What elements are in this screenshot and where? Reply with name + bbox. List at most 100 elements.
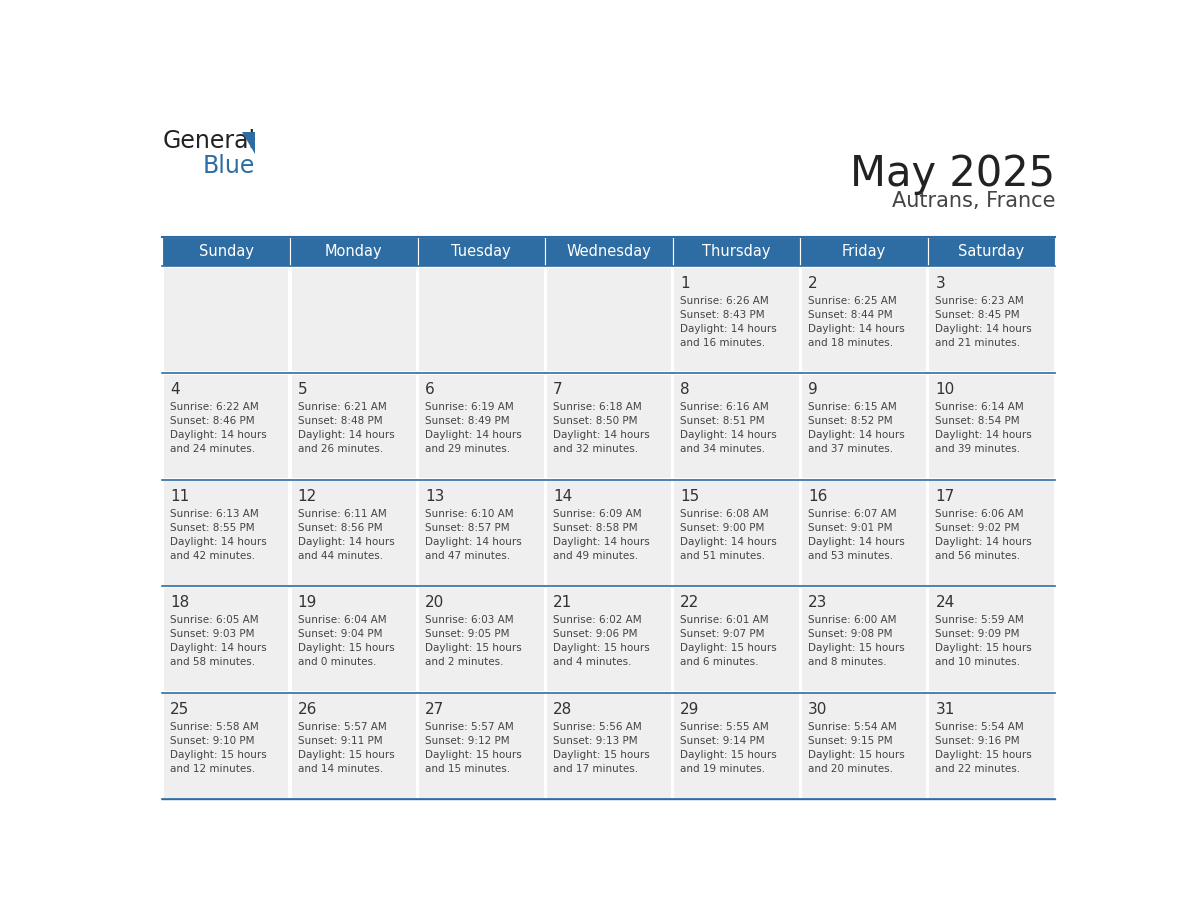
Text: Sunrise: 6:03 AM
Sunset: 9:05 PM
Daylight: 15 hours
and 2 minutes.: Sunrise: 6:03 AM Sunset: 9:05 PM Dayligh… bbox=[425, 615, 522, 667]
Text: 20: 20 bbox=[425, 596, 444, 610]
Bar bbox=[674, 375, 798, 478]
Text: Sunrise: 5:54 AM
Sunset: 9:15 PM
Daylight: 15 hours
and 20 minutes.: Sunrise: 5:54 AM Sunset: 9:15 PM Dayligh… bbox=[808, 722, 905, 774]
Text: 21: 21 bbox=[552, 596, 573, 610]
Text: Blue: Blue bbox=[203, 154, 255, 178]
Bar bbox=[929, 588, 1054, 691]
Text: Sunrise: 6:07 AM
Sunset: 9:01 PM
Daylight: 14 hours
and 53 minutes.: Sunrise: 6:07 AM Sunset: 9:01 PM Dayligh… bbox=[808, 509, 905, 561]
Text: Sunrise: 6:19 AM
Sunset: 8:49 PM
Daylight: 14 hours
and 29 minutes.: Sunrise: 6:19 AM Sunset: 8:49 PM Dayligh… bbox=[425, 402, 522, 454]
Bar bbox=[802, 694, 927, 798]
Bar bbox=[163, 237, 290, 266]
Text: 27: 27 bbox=[425, 702, 444, 717]
Text: 8: 8 bbox=[681, 382, 690, 397]
Text: 3: 3 bbox=[935, 275, 946, 291]
Text: Sunrise: 5:56 AM
Sunset: 9:13 PM
Daylight: 15 hours
and 17 minutes.: Sunrise: 5:56 AM Sunset: 9:13 PM Dayligh… bbox=[552, 722, 650, 774]
Text: 16: 16 bbox=[808, 489, 827, 504]
Text: Sunrise: 6:15 AM
Sunset: 8:52 PM
Daylight: 14 hours
and 37 minutes.: Sunrise: 6:15 AM Sunset: 8:52 PM Dayligh… bbox=[808, 402, 905, 454]
Bar bbox=[164, 268, 289, 372]
Text: Sunrise: 6:04 AM
Sunset: 9:04 PM
Daylight: 15 hours
and 0 minutes.: Sunrise: 6:04 AM Sunset: 9:04 PM Dayligh… bbox=[298, 615, 394, 667]
Text: 14: 14 bbox=[552, 489, 573, 504]
Text: General: General bbox=[163, 129, 255, 153]
Text: 30: 30 bbox=[808, 702, 827, 717]
Text: 18: 18 bbox=[170, 596, 189, 610]
Bar bbox=[419, 268, 544, 372]
Text: Sunrise: 6:25 AM
Sunset: 8:44 PM
Daylight: 14 hours
and 18 minutes.: Sunrise: 6:25 AM Sunset: 8:44 PM Dayligh… bbox=[808, 296, 905, 348]
Text: Tuesday: Tuesday bbox=[451, 244, 511, 260]
Text: Autrans, France: Autrans, France bbox=[892, 191, 1055, 211]
Text: Sunrise: 6:02 AM
Sunset: 9:06 PM
Daylight: 15 hours
and 4 minutes.: Sunrise: 6:02 AM Sunset: 9:06 PM Dayligh… bbox=[552, 615, 650, 667]
Text: 6: 6 bbox=[425, 382, 435, 397]
Bar bbox=[674, 588, 798, 691]
Text: 28: 28 bbox=[552, 702, 573, 717]
Text: Sunrise: 6:08 AM
Sunset: 9:00 PM
Daylight: 14 hours
and 51 minutes.: Sunrise: 6:08 AM Sunset: 9:00 PM Dayligh… bbox=[681, 509, 777, 561]
Bar bbox=[291, 694, 416, 798]
Text: Sunrise: 6:01 AM
Sunset: 9:07 PM
Daylight: 15 hours
and 6 minutes.: Sunrise: 6:01 AM Sunset: 9:07 PM Dayligh… bbox=[681, 615, 777, 667]
Text: 13: 13 bbox=[425, 489, 444, 504]
Text: 25: 25 bbox=[170, 702, 189, 717]
Text: Sunrise: 6:26 AM
Sunset: 8:43 PM
Daylight: 14 hours
and 16 minutes.: Sunrise: 6:26 AM Sunset: 8:43 PM Dayligh… bbox=[681, 296, 777, 348]
Text: 1: 1 bbox=[681, 275, 690, 291]
Bar bbox=[164, 694, 289, 798]
Bar bbox=[802, 375, 927, 478]
Text: Sunrise: 6:22 AM
Sunset: 8:46 PM
Daylight: 14 hours
and 24 minutes.: Sunrise: 6:22 AM Sunset: 8:46 PM Dayligh… bbox=[170, 402, 267, 454]
Text: Monday: Monday bbox=[326, 244, 383, 260]
Text: Sunrise: 5:54 AM
Sunset: 9:16 PM
Daylight: 15 hours
and 22 minutes.: Sunrise: 5:54 AM Sunset: 9:16 PM Dayligh… bbox=[935, 722, 1032, 774]
Text: Sunrise: 6:00 AM
Sunset: 9:08 PM
Daylight: 15 hours
and 8 minutes.: Sunrise: 6:00 AM Sunset: 9:08 PM Dayligh… bbox=[808, 615, 905, 667]
Bar bbox=[164, 481, 289, 585]
Text: Saturday: Saturday bbox=[959, 244, 1024, 260]
Text: Sunrise: 6:10 AM
Sunset: 8:57 PM
Daylight: 14 hours
and 47 minutes.: Sunrise: 6:10 AM Sunset: 8:57 PM Dayligh… bbox=[425, 509, 522, 561]
Text: 2: 2 bbox=[808, 275, 817, 291]
Bar bbox=[290, 237, 417, 266]
Bar bbox=[419, 694, 544, 798]
Bar bbox=[801, 237, 928, 266]
Text: Wednesday: Wednesday bbox=[567, 244, 651, 260]
Text: Sunrise: 6:18 AM
Sunset: 8:50 PM
Daylight: 14 hours
and 32 minutes.: Sunrise: 6:18 AM Sunset: 8:50 PM Dayligh… bbox=[552, 402, 650, 454]
Bar bbox=[291, 375, 416, 478]
Text: 12: 12 bbox=[298, 489, 317, 504]
Text: Sunrise: 6:16 AM
Sunset: 8:51 PM
Daylight: 14 hours
and 34 minutes.: Sunrise: 6:16 AM Sunset: 8:51 PM Dayligh… bbox=[681, 402, 777, 454]
Text: Sunrise: 5:57 AM
Sunset: 9:11 PM
Daylight: 15 hours
and 14 minutes.: Sunrise: 5:57 AM Sunset: 9:11 PM Dayligh… bbox=[298, 722, 394, 774]
Bar bbox=[802, 588, 927, 691]
Text: Sunrise: 5:57 AM
Sunset: 9:12 PM
Daylight: 15 hours
and 15 minutes.: Sunrise: 5:57 AM Sunset: 9:12 PM Dayligh… bbox=[425, 722, 522, 774]
Text: 31: 31 bbox=[935, 702, 955, 717]
Bar bbox=[546, 588, 671, 691]
Bar bbox=[419, 588, 544, 691]
Bar bbox=[929, 694, 1054, 798]
Text: Sunrise: 6:09 AM
Sunset: 8:58 PM
Daylight: 14 hours
and 49 minutes.: Sunrise: 6:09 AM Sunset: 8:58 PM Dayligh… bbox=[552, 509, 650, 561]
Bar bbox=[928, 237, 1055, 266]
Bar bbox=[419, 375, 544, 478]
Text: Sunrise: 5:58 AM
Sunset: 9:10 PM
Daylight: 15 hours
and 12 minutes.: Sunrise: 5:58 AM Sunset: 9:10 PM Dayligh… bbox=[170, 722, 267, 774]
Bar bbox=[546, 268, 671, 372]
Text: 9: 9 bbox=[808, 382, 817, 397]
Text: 22: 22 bbox=[681, 596, 700, 610]
Bar bbox=[546, 375, 671, 478]
Bar bbox=[672, 237, 801, 266]
Text: 11: 11 bbox=[170, 489, 189, 504]
Text: 10: 10 bbox=[935, 382, 955, 397]
Text: 5: 5 bbox=[298, 382, 308, 397]
Bar bbox=[674, 694, 798, 798]
Text: Sunrise: 6:06 AM
Sunset: 9:02 PM
Daylight: 14 hours
and 56 minutes.: Sunrise: 6:06 AM Sunset: 9:02 PM Dayligh… bbox=[935, 509, 1032, 561]
Bar bbox=[802, 268, 927, 372]
Bar bbox=[929, 268, 1054, 372]
Text: Sunrise: 6:05 AM
Sunset: 9:03 PM
Daylight: 14 hours
and 58 minutes.: Sunrise: 6:05 AM Sunset: 9:03 PM Dayligh… bbox=[170, 615, 267, 667]
Bar bbox=[674, 268, 798, 372]
Text: 29: 29 bbox=[681, 702, 700, 717]
Text: 26: 26 bbox=[298, 702, 317, 717]
Text: 24: 24 bbox=[935, 596, 955, 610]
Bar bbox=[545, 237, 672, 266]
Text: Friday: Friday bbox=[842, 244, 886, 260]
Bar bbox=[546, 694, 671, 798]
Bar bbox=[291, 588, 416, 691]
Bar bbox=[419, 481, 544, 585]
Text: May 2025: May 2025 bbox=[851, 152, 1055, 195]
Polygon shape bbox=[241, 132, 255, 154]
Bar bbox=[164, 375, 289, 478]
Text: 17: 17 bbox=[935, 489, 955, 504]
Text: 4: 4 bbox=[170, 382, 179, 397]
Bar bbox=[417, 237, 545, 266]
Bar bbox=[802, 481, 927, 585]
Text: Sunrise: 5:55 AM
Sunset: 9:14 PM
Daylight: 15 hours
and 19 minutes.: Sunrise: 5:55 AM Sunset: 9:14 PM Dayligh… bbox=[681, 722, 777, 774]
Bar bbox=[546, 481, 671, 585]
Bar bbox=[674, 481, 798, 585]
Text: Sunday: Sunday bbox=[198, 244, 254, 260]
